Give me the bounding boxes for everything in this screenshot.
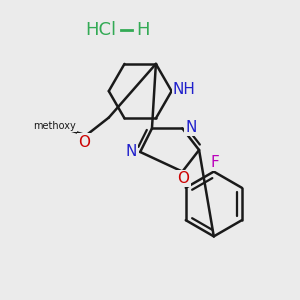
Text: methoxy: methoxy	[33, 122, 76, 131]
Text: N: N	[126, 145, 137, 160]
Text: F: F	[210, 155, 219, 170]
Text: N: N	[185, 120, 197, 135]
Text: O: O	[177, 171, 189, 186]
Text: HCl: HCl	[85, 21, 117, 39]
Text: NH: NH	[173, 82, 196, 97]
Text: O: O	[78, 135, 90, 150]
Text: H: H	[136, 21, 150, 39]
